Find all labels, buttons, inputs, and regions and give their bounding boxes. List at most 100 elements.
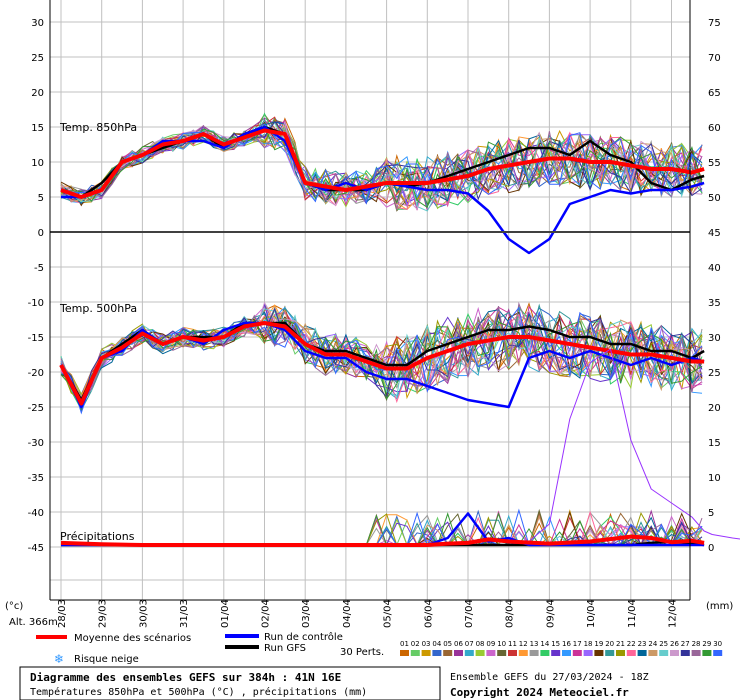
info-box: Diagramme des ensembles GEFS sur 384h : …	[19, 666, 441, 700]
legend-snow-label: Risque neige	[74, 654, 139, 665]
left-tick-label: -15	[28, 333, 44, 344]
date-tick-label: 29/03	[98, 599, 109, 628]
legend-mean-label: Moyenne des scénarios	[74, 632, 191, 644]
altitude-label: Alt. 366m	[9, 617, 58, 628]
member-legend-swatch	[443, 650, 453, 656]
left-tick-label: 0	[38, 228, 44, 239]
member-legend-number: 13	[530, 640, 539, 648]
member-legend-number: 11	[508, 640, 517, 648]
right-tick-label: 25	[708, 368, 721, 379]
member-legend-number: 05	[443, 640, 452, 648]
left-tick-label: -5	[34, 263, 44, 274]
member-legend-swatch	[626, 650, 636, 656]
member-legend-swatch	[605, 650, 615, 656]
member-legend-swatch	[410, 650, 420, 656]
member-legend-number: 01	[400, 640, 409, 648]
legend-control-label: Run de contrôle	[264, 631, 343, 643]
left-tick-label: -40	[28, 508, 44, 519]
left-tick-label: 15	[31, 123, 44, 134]
member-legend-number: 17	[573, 640, 582, 648]
left-tick-label: -45	[28, 543, 44, 554]
right-tick-label: 20	[708, 403, 721, 414]
member-legend-swatch	[400, 650, 409, 656]
member-legend-number: 27	[681, 640, 690, 648]
left-tick-label: -10	[28, 298, 44, 309]
member-line	[60, 307, 703, 408]
member-legend: 01 02 03 04 05 06 07 08 09 10 11 12 13 14 15 16 17 18 19 20…	[400, 640, 723, 656]
member-legend-swatch	[551, 650, 561, 656]
left-tick-label: 5	[38, 193, 44, 204]
member-legend-number: 28	[692, 640, 701, 648]
date-tick-label: 08/04	[505, 599, 516, 628]
member-legend-swatch	[616, 650, 625, 656]
member-legend-swatch	[594, 650, 604, 656]
member-legend-swatch	[486, 650, 496, 656]
member-legend-number: 26	[670, 640, 679, 648]
date-tick-label: 07/04	[464, 599, 475, 628]
left-tick-label: 20	[31, 88, 44, 99]
right-tick-label: 60	[708, 123, 721, 134]
member-legend-number: 22	[627, 640, 636, 648]
member-legend-swatch	[529, 650, 539, 656]
date-tick-label: 31/03	[179, 599, 190, 628]
member-legend-swatch	[497, 650, 507, 656]
right-tick-label: 0	[708, 543, 714, 554]
date-tick-label: 09/04	[545, 599, 556, 628]
panel-title: Précipitations	[60, 530, 135, 543]
date-tick-label: 30/03	[138, 599, 149, 628]
member-legend-swatch	[680, 650, 690, 656]
member-legend-number: 12	[519, 640, 528, 648]
member-legend-swatch	[583, 650, 593, 656]
left-unit-label: (°c)	[5, 601, 23, 612]
left-tick-label: -20	[28, 368, 44, 379]
member-legend-number: 18	[584, 640, 593, 648]
right-tick-label: 5	[708, 508, 714, 519]
member-legend-swatch	[454, 650, 463, 656]
panel-title: Temp. 850hPa	[59, 121, 137, 134]
member-legend-swatch	[670, 650, 679, 656]
legend: Moyenne des scénarios Run de contrôle Ru…	[36, 631, 723, 666]
box-subtitle: Températures 850hPa et 500hPa (°C) , pré…	[30, 686, 367, 698]
member-legend-number: 21	[616, 640, 625, 648]
member-legend-swatch	[637, 650, 647, 656]
member-legend-number: 16	[562, 640, 571, 648]
member-legend-number: 04	[432, 640, 441, 648]
right-tick-label: 40	[708, 263, 721, 274]
member-legend-swatch	[508, 650, 517, 656]
date-tick-label: 05/04	[383, 599, 394, 628]
member-legend-swatch	[421, 650, 431, 656]
member-legend-number: 15	[551, 640, 560, 648]
member-legend-number: 06	[454, 640, 463, 648]
member-legend-swatch	[464, 650, 474, 656]
date-tick-label: 04/04	[342, 599, 353, 628]
member-legend-number: 19	[594, 640, 603, 648]
member-legend-number: 09	[486, 640, 495, 648]
right-tick-label: 35	[708, 298, 721, 309]
left-tick-label: -35	[28, 473, 44, 484]
panel-title: Temp. 500hPa	[59, 302, 137, 315]
left-tick-label: 30	[31, 18, 44, 29]
member-legend-swatch	[572, 650, 582, 656]
member-legend-swatch	[648, 650, 658, 656]
series-mean-line	[60, 128, 705, 199]
date-tick-label: 28/03	[57, 599, 68, 628]
box-title: Diagramme des ensembles GEFS sur 384h : …	[30, 671, 341, 684]
snow-icon: ❄	[54, 652, 64, 666]
member-legend-number: 23	[638, 640, 647, 648]
member-legend-number: 29	[702, 640, 711, 648]
member-legend-number: 08	[476, 640, 485, 648]
right-tick-label: 15	[708, 438, 721, 449]
member-legend-number: 30	[713, 640, 722, 648]
member-legend-number: 14	[540, 640, 549, 648]
date-tick-label: 10/04	[586, 599, 597, 628]
right-tick-label: 50	[708, 193, 721, 204]
member-legend-swatch	[691, 650, 701, 656]
right-tick-label: 30	[708, 333, 721, 344]
legend-gfs-label: Run GFS	[264, 643, 306, 654]
date-tick-label: 12/04	[668, 599, 679, 628]
date-tick-label: 02/04	[261, 599, 272, 628]
right-tick-label: 75	[708, 18, 721, 29]
axes	[49, 0, 691, 601]
footer-run: Ensemble GEFS du 27/03/2024 - 18Z	[450, 672, 649, 683]
